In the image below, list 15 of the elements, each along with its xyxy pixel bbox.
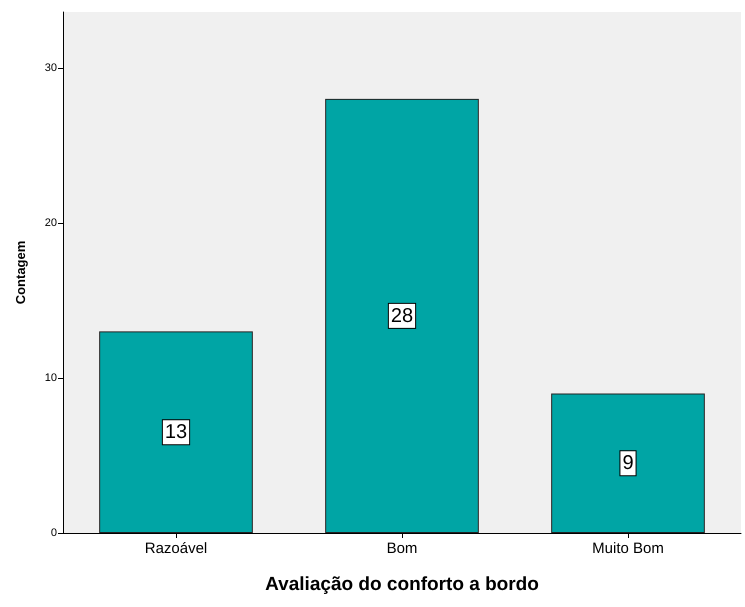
x-tick-label: Bom [386,540,418,557]
x-tick-label: Razoável [144,540,208,557]
data-label: 28 [390,304,414,327]
x-tick-label: Muito Bom [592,540,664,557]
bar [551,393,705,533]
data-label: 9 [622,452,634,474]
y-axis-title: Contagem [13,240,28,304]
y-tick-label: 10 [44,372,57,384]
bar [325,98,479,533]
data-label: 13 [164,421,188,444]
bar [99,331,253,533]
y-tick-label: 0 [50,527,57,539]
y-tick-label: 30 [44,62,57,74]
y-tick-label: 20 [44,216,57,229]
x-axis-title: Avaliação do conforto a bordo [265,574,539,595]
